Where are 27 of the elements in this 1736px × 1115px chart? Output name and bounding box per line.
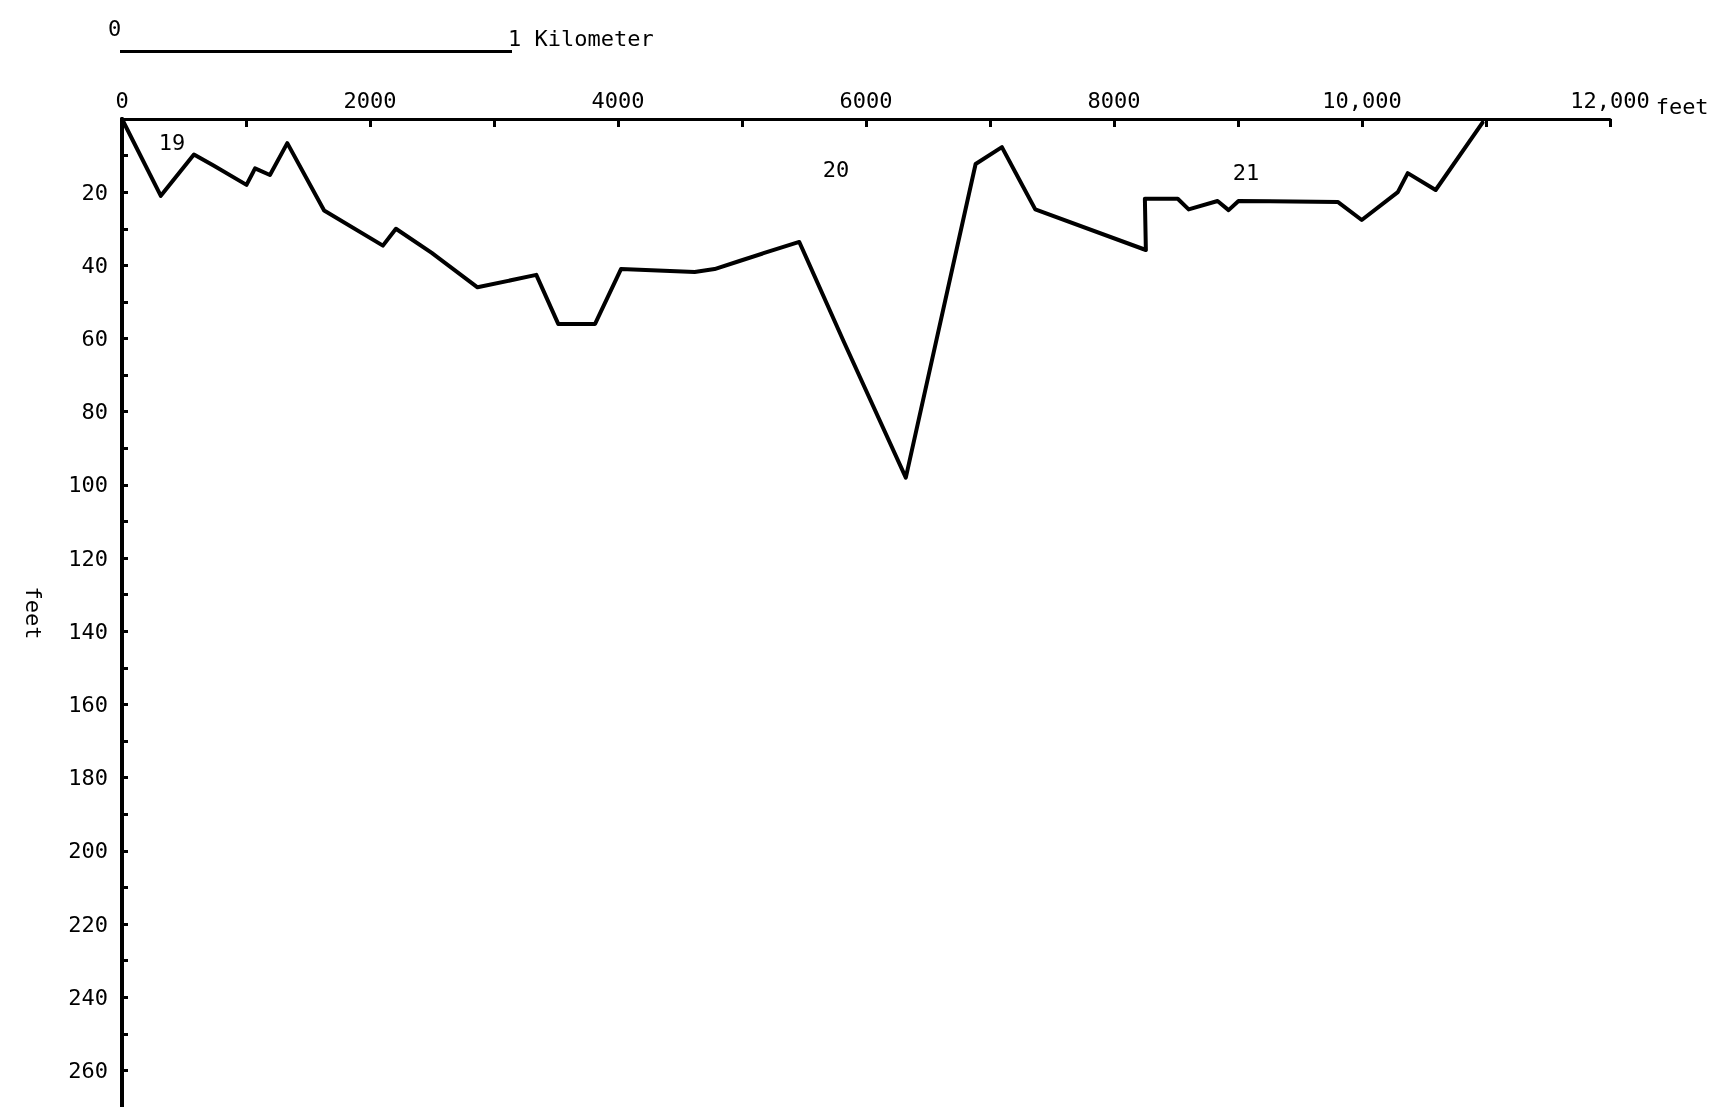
x-tick-label: 8000 <box>1087 87 1141 113</box>
y-tick-label: 220 <box>68 911 108 937</box>
x-tick-label: 2000 <box>343 87 397 113</box>
y-tick-label: 20 <box>81 179 108 205</box>
y-tick-label: 120 <box>68 545 108 571</box>
annotation: 21 <box>1232 159 1260 185</box>
y-tick-label: 180 <box>68 765 108 791</box>
y-tick-label: 140 <box>68 618 108 644</box>
y-tick-label: 60 <box>81 326 108 352</box>
x-tick-label: 10,000 <box>1322 87 1402 113</box>
x-tick-label: 4000 <box>591 87 645 113</box>
y-tick-label: 200 <box>68 838 108 864</box>
y-tick-label: 160 <box>68 691 108 717</box>
y-tick-label: 240 <box>68 984 108 1010</box>
x-axis-title: feet <box>1655 93 1709 119</box>
y-axis-title: feet <box>20 586 46 640</box>
text: 1 Kilometer <box>508 26 654 51</box>
annotation: 20 <box>822 156 850 182</box>
x-tick-label: 12,000 <box>1570 87 1650 113</box>
y-tick-label: 40 <box>81 252 108 278</box>
y-tick-label: 260 <box>68 1057 108 1083</box>
annotation: 19 <box>158 129 186 155</box>
y-tick-label: 100 <box>68 472 108 498</box>
x-tick-label: 6000 <box>839 87 893 113</box>
y-tick-label: 80 <box>81 399 108 425</box>
x-tick-label: 0 <box>115 87 129 113</box>
text: 0 <box>108 16 122 41</box>
